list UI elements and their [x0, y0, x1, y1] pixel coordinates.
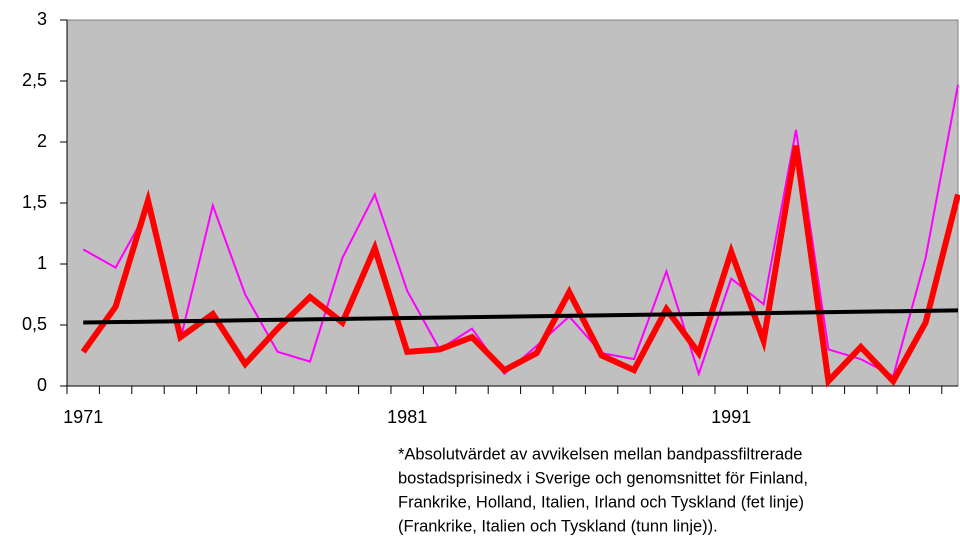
x-tick-label: 1971 — [63, 407, 103, 427]
y-tick-label: 0 — [37, 375, 47, 395]
note-line: *Absolutvärdet av avvikelsen mellan band… — [398, 445, 802, 463]
y-tick-label: 0,5 — [22, 314, 47, 334]
x-tick-label: 1981 — [387, 407, 427, 427]
y-tick-label: 2,5 — [22, 70, 47, 90]
data-line — [80, 145, 960, 388]
y-tick-label: 3 — [37, 9, 47, 29]
note-line: bostadsprisinedx i Sverige och genomsnit… — [398, 469, 808, 487]
plot-area — [66, 19, 959, 387]
note-line: (Frankrike, Italien och Tyskland (tunn l… — [398, 517, 718, 535]
y-tick-label: 1,5 — [22, 192, 47, 212]
note-line: Frankrike, Holland, Italien, Irland och … — [398, 493, 804, 511]
y-tick-label: 1 — [37, 253, 47, 273]
x-tick-label: 1991 — [711, 407, 751, 427]
trend-line — [83, 308, 959, 325]
y-tick-label: 2 — [37, 131, 47, 151]
